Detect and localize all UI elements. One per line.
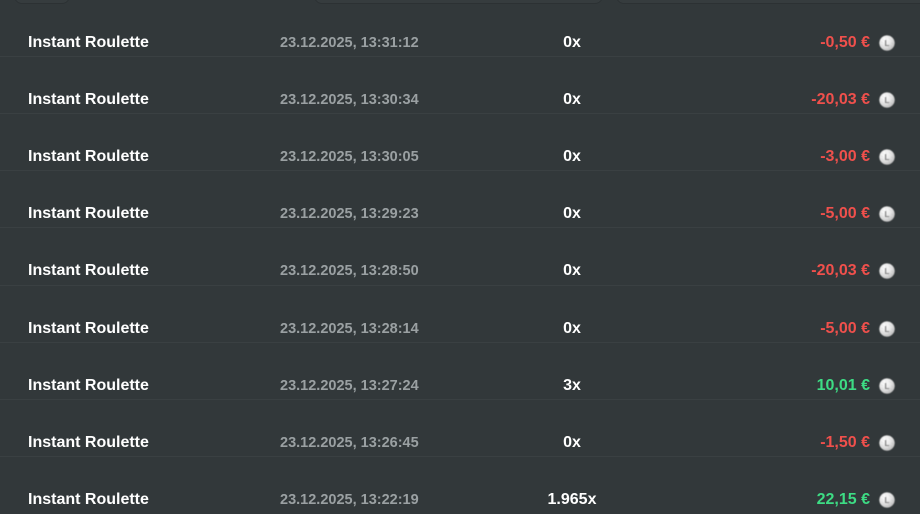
svg-text:L: L	[885, 439, 890, 448]
svg-text:L: L	[885, 96, 890, 105]
svg-text:L: L	[885, 210, 890, 219]
svg-text:L: L	[885, 267, 890, 276]
svg-text:L: L	[885, 382, 890, 391]
svg-text:L: L	[885, 325, 890, 334]
svg-text:L: L	[885, 496, 890, 505]
svg-text:L: L	[885, 39, 890, 48]
svg-text:L: L	[885, 153, 890, 162]
